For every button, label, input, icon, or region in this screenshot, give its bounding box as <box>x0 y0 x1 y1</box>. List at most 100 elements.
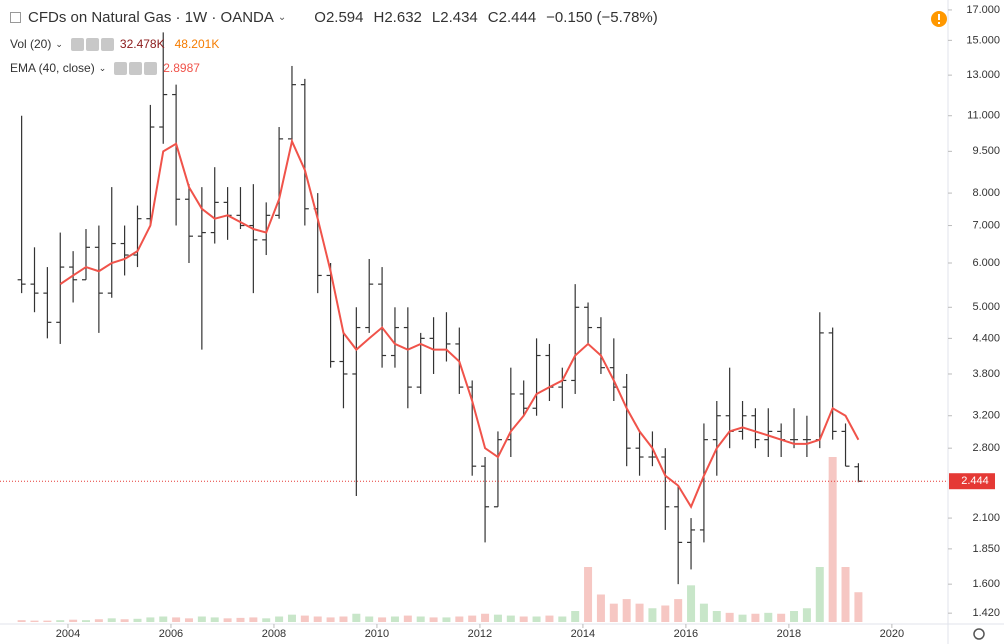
y-tick-label: 17.000 <box>966 4 1000 16</box>
volume-bar <box>133 618 142 622</box>
y-tick-label: 2.100 <box>972 512 1000 524</box>
volume-bar <box>635 603 644 622</box>
x-tick-label: 2016 <box>674 628 698 640</box>
volume-bar <box>275 616 284 622</box>
volume-bar <box>712 611 721 622</box>
ohlc-o-letter: O <box>314 9 326 26</box>
volume-bar <box>493 614 502 622</box>
volume-bar <box>841 567 850 622</box>
x-tick-label: 2018 <box>777 628 801 640</box>
volume-bar <box>236 617 245 622</box>
x-tick-label: 2012 <box>468 628 492 640</box>
y-tick-label: 6.000 <box>972 257 1000 269</box>
last-price-label: 2.444 <box>961 475 989 487</box>
volume-bar <box>197 616 206 622</box>
volume-bar <box>596 594 605 622</box>
volume-bar <box>687 585 696 622</box>
volume-bar <box>481 613 490 622</box>
volume-bar <box>300 615 309 622</box>
ema-name: EMA (40, close) <box>10 61 95 75</box>
low-value: 2.434 <box>440 9 478 26</box>
volume-bar <box>429 617 438 622</box>
volume-bar <box>69 619 78 622</box>
volume-bar <box>249 617 258 622</box>
settings-icon[interactable] <box>973 628 985 640</box>
volume-bar <box>442 617 451 622</box>
volume-bar <box>532 616 541 622</box>
volume-bar <box>326 617 335 622</box>
volume-name: Vol (20) <box>10 37 52 51</box>
x-tick-label: 2008 <box>262 628 286 640</box>
volume-bar <box>30 620 39 622</box>
volume-bar <box>661 605 670 622</box>
volume-last: 32.478K <box>119 37 165 51</box>
y-tick-label: 3.800 <box>972 368 1000 380</box>
volume-bar <box>674 599 683 622</box>
volume-bar <box>172 617 181 622</box>
volume-bar <box>545 615 554 622</box>
volume-ma: 48.201K <box>174 37 220 51</box>
collapse-button[interactable] <box>10 12 21 23</box>
ohlc-l-letter: L <box>431 9 441 26</box>
volume-bar <box>210 617 219 622</box>
ohlc-c-letter: C <box>487 9 499 26</box>
volume-bar <box>339 616 348 622</box>
volume-legend: Vol (20) ⌄ 32.478K 48.201K <box>10 37 219 51</box>
last-price-box <box>949 473 995 490</box>
volume-bar <box>609 603 618 622</box>
y-tick-label: 8.000 <box>972 187 1000 199</box>
volume-bar <box>738 614 747 622</box>
volume-bar <box>802 608 811 622</box>
y-tick-label: 15.000 <box>966 34 1000 46</box>
y-tick-label: 3.200 <box>972 410 1000 422</box>
y-tick-label: 2.800 <box>972 442 1000 454</box>
close-button[interactable] <box>100 37 114 51</box>
volume-bar <box>56 620 65 622</box>
symbol-row: CFDs on Natural Gas · 1W · OANDA ⌄ O 2.59… <box>10 9 658 26</box>
y-tick-label: 9.500 <box>972 145 1000 157</box>
x-tick-label: 2004 <box>56 628 80 640</box>
volume-bar <box>159 616 168 622</box>
close-button[interactable] <box>144 61 158 75</box>
eye-button[interactable] <box>70 37 84 51</box>
volume-bar <box>519 616 528 622</box>
ema-menu[interactable]: ⌄ <box>98 62 107 73</box>
volume-bar <box>777 613 786 622</box>
volume-bar <box>828 457 837 622</box>
ema-legend: EMA (40, close) ⌄ 2.8987 <box>10 61 200 75</box>
volume-bar <box>287 614 296 622</box>
volume-bar <box>571 611 580 622</box>
eye-button[interactable] <box>114 61 128 75</box>
y-tick-label: 7.000 <box>972 219 1000 231</box>
volume-bar <box>416 616 425 622</box>
volume-menu[interactable]: ⌄ <box>55 38 63 49</box>
volume-bar <box>262 618 271 622</box>
y-tick-label: 1.420 <box>972 607 1000 619</box>
volume-bar <box>94 619 103 622</box>
ohlc-h-letter: H <box>373 9 385 26</box>
gear-button[interactable] <box>129 61 143 75</box>
volume-bar <box>725 612 734 622</box>
y-tick-label: 1.850 <box>972 543 1000 555</box>
y-tick-label: 5.000 <box>972 301 1000 313</box>
gear-button[interactable] <box>85 37 99 51</box>
volume-bar <box>648 608 657 622</box>
symbol-menu[interactable]: ⌄ <box>277 12 287 23</box>
y-tick-label: 13.000 <box>966 69 1000 81</box>
volume-bar <box>146 617 155 622</box>
y-tick-label: 1.600 <box>972 578 1000 590</box>
volume-bar <box>790 611 799 622</box>
volume-bar <box>558 616 567 622</box>
volume-bar <box>43 620 52 622</box>
y-tick-label: 11.000 <box>967 110 1000 122</box>
volume-bar <box>17 620 26 622</box>
close-value: 2.444 <box>498 9 537 26</box>
volume-bar <box>184 618 193 622</box>
x-tick-label: 2020 <box>880 628 904 640</box>
symbol-title: CFDs on Natural Gas · 1W · OANDA <box>28 9 274 26</box>
volume-bar <box>455 616 464 622</box>
high-value: 2.632 <box>384 9 422 26</box>
volume-bar <box>751 613 760 622</box>
volume-bar <box>223 618 232 622</box>
